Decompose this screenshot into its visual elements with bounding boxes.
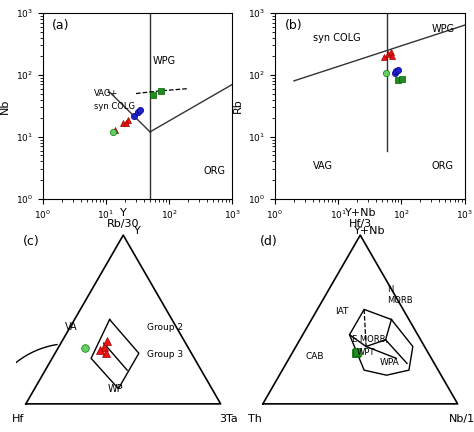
Text: E MORB,: E MORB,: [353, 334, 389, 343]
Text: WPG: WPG: [431, 24, 455, 34]
Text: Nb/16: Nb/16: [449, 413, 474, 424]
Y-axis label: Rb: Rb: [232, 98, 243, 113]
Text: Hf/3: Hf/3: [349, 219, 372, 229]
Text: syn COLG: syn COLG: [94, 102, 135, 111]
Text: Group 3: Group 3: [146, 350, 183, 359]
Text: WPT: WPT: [356, 348, 375, 357]
Text: N
MORB: N MORB: [388, 285, 413, 305]
Text: VAG+: VAG+: [94, 89, 118, 98]
Text: (d): (d): [260, 235, 277, 248]
Text: (a): (a): [52, 19, 70, 32]
Text: Rb/30: Rb/30: [107, 219, 139, 229]
Text: (c): (c): [23, 235, 39, 248]
Text: WPA: WPA: [380, 358, 400, 367]
Text: WP: WP: [108, 384, 123, 394]
X-axis label: Y+Nb: Y+Nb: [354, 226, 385, 236]
Text: (b): (b): [284, 19, 302, 32]
Text: Group 2: Group 2: [146, 323, 182, 332]
Y-axis label: Nb: Nb: [0, 98, 10, 114]
Text: IAT: IAT: [335, 307, 348, 316]
Text: WPG: WPG: [153, 56, 176, 66]
X-axis label: Y: Y: [134, 226, 141, 236]
Text: ORG: ORG: [203, 166, 226, 176]
Text: Hf: Hf: [12, 413, 24, 424]
Text: ORG: ORG: [431, 161, 454, 171]
Text: 3Ta: 3Ta: [219, 413, 238, 424]
Text: VA: VA: [65, 322, 77, 332]
Text: Th: Th: [248, 413, 262, 424]
Text: Y+Nb: Y+Nb: [345, 208, 376, 218]
Text: CAB: CAB: [306, 352, 324, 361]
Text: Y: Y: [120, 208, 127, 218]
Text: syn COLG: syn COLG: [313, 33, 361, 43]
Text: VAG: VAG: [313, 161, 333, 171]
